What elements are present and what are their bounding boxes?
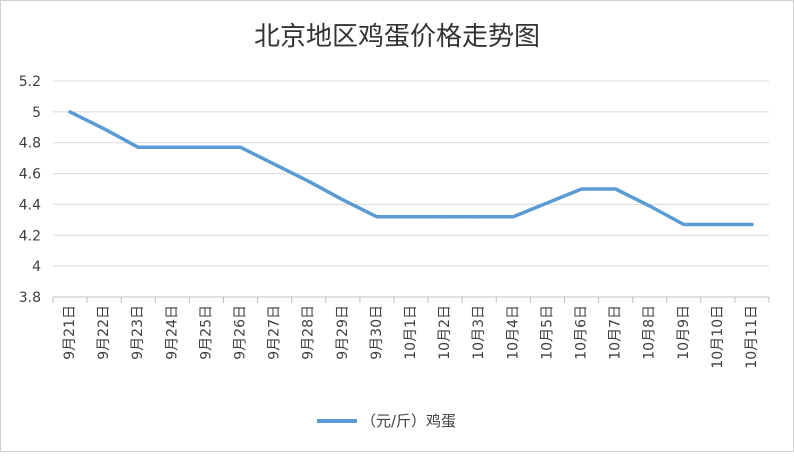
chart-title: 北京地区鸡蛋价格走势图	[254, 22, 540, 52]
y-tick-label: 4.2	[19, 228, 41, 244]
data-point	[443, 215, 447, 219]
data-point	[307, 179, 311, 183]
y-axis: 3.8 4 4.2 4.4 4.6 4.8 5 5.2	[19, 74, 41, 306]
series-line-0	[68, 110, 754, 227]
y-tick-label: 3.8	[19, 290, 41, 306]
x-tick-label: 10月10日	[710, 305, 726, 369]
data-point	[273, 162, 277, 166]
data-point	[579, 187, 583, 191]
x-tick-label: 9月29日	[335, 305, 351, 360]
series-layer	[68, 110, 754, 227]
x-tick-label: 10月8日	[642, 305, 658, 360]
x-axis: 9月21日 9月22日 9月23日 9月24日 9月25日 9月26日 9月27日 9月28日…	[52, 296, 770, 369]
legend: （元/斤）鸡蛋	[317, 412, 456, 430]
data-point	[750, 222, 754, 226]
data-point	[477, 215, 481, 219]
x-tick-label: 9月27日	[267, 305, 283, 360]
x-tick-label: 9月30日	[369, 305, 385, 360]
data-point	[716, 222, 720, 226]
x-tick-label: 10月2日	[437, 305, 453, 360]
y-tick-label: 5	[32, 105, 41, 121]
legend-label: （元/斤）鸡蛋	[361, 412, 456, 430]
data-point	[614, 187, 618, 191]
data-point	[204, 145, 208, 149]
x-tick-label: 10月4日	[505, 305, 521, 360]
data-point	[170, 145, 174, 149]
x-tick-label: 9月25日	[198, 305, 214, 360]
data-point	[102, 127, 106, 131]
x-tick-label: 10月1日	[403, 305, 419, 360]
x-tick-label: 9月22日	[96, 305, 112, 360]
x-tick-label: 10月6日	[573, 305, 589, 360]
data-point	[375, 215, 379, 219]
y-tick-label: 4.4	[19, 197, 41, 213]
y-tick-label: 4.6	[19, 167, 41, 183]
data-point	[648, 204, 652, 208]
data-point	[68, 110, 72, 114]
y-tick-label: 4.8	[19, 136, 41, 152]
x-tick-label: 10月3日	[471, 305, 487, 360]
gridlines	[53, 80, 769, 267]
x-tick-label: 10月7日	[608, 305, 624, 360]
data-point	[682, 222, 686, 226]
x-tick-label: 9月28日	[301, 305, 317, 360]
data-point	[545, 201, 549, 205]
data-point	[341, 198, 345, 202]
data-point	[239, 145, 243, 149]
x-tick-label: 10月9日	[676, 305, 692, 360]
data-point	[409, 215, 413, 219]
x-tick-label: 10月5日	[539, 305, 555, 360]
x-tick-label: 10月11日	[744, 305, 760, 369]
x-tick-label: 9月23日	[130, 305, 146, 360]
y-tick-label: 5.2	[19, 74, 41, 90]
data-point	[511, 215, 515, 219]
x-tick-label: 9月24日	[164, 305, 180, 360]
x-tick-label: 9月26日	[233, 305, 249, 360]
data-point	[136, 145, 140, 149]
y-tick-label: 4	[32, 259, 41, 275]
x-tick-label: 9月21日	[62, 305, 78, 360]
